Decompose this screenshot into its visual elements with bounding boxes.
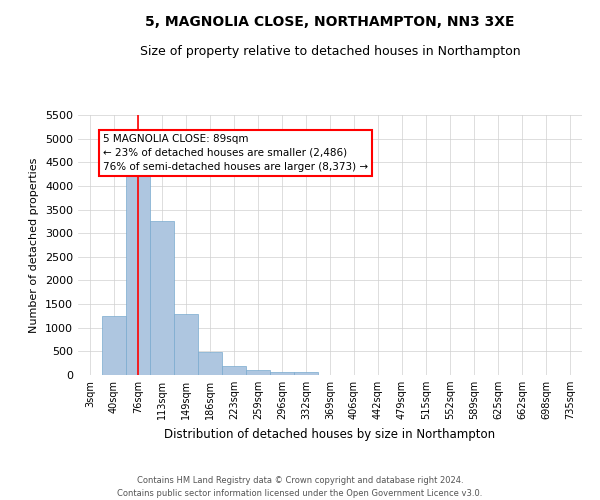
Bar (126, 174, 150, 375)
Bar (198, 352, 222, 375)
Bar (102, 316, 126, 375)
Text: 5 MAGNOLIA CLOSE: 89sqm
← 23% of detached houses are smaller (2,486)
76% of semi: 5 MAGNOLIA CLOSE: 89sqm ← 23% of detache… (103, 134, 368, 172)
Bar (222, 366, 246, 375)
Text: 5, MAGNOLIA CLOSE, NORTHAMPTON, NN3 3XE: 5, MAGNOLIA CLOSE, NORTHAMPTON, NN3 3XE (145, 15, 515, 29)
Text: Contains HM Land Registry data © Crown copyright and database right 2024.
Contai: Contains HM Land Registry data © Crown c… (118, 476, 482, 498)
Bar (246, 370, 270, 375)
Bar (270, 372, 294, 375)
Text: Size of property relative to detached houses in Northampton: Size of property relative to detached ho… (140, 45, 520, 58)
Bar (174, 314, 198, 375)
Bar (294, 372, 318, 375)
Bar (150, 222, 174, 375)
Y-axis label: Number of detached properties: Number of detached properties (29, 158, 40, 332)
X-axis label: Distribution of detached houses by size in Northampton: Distribution of detached houses by size … (164, 428, 496, 440)
